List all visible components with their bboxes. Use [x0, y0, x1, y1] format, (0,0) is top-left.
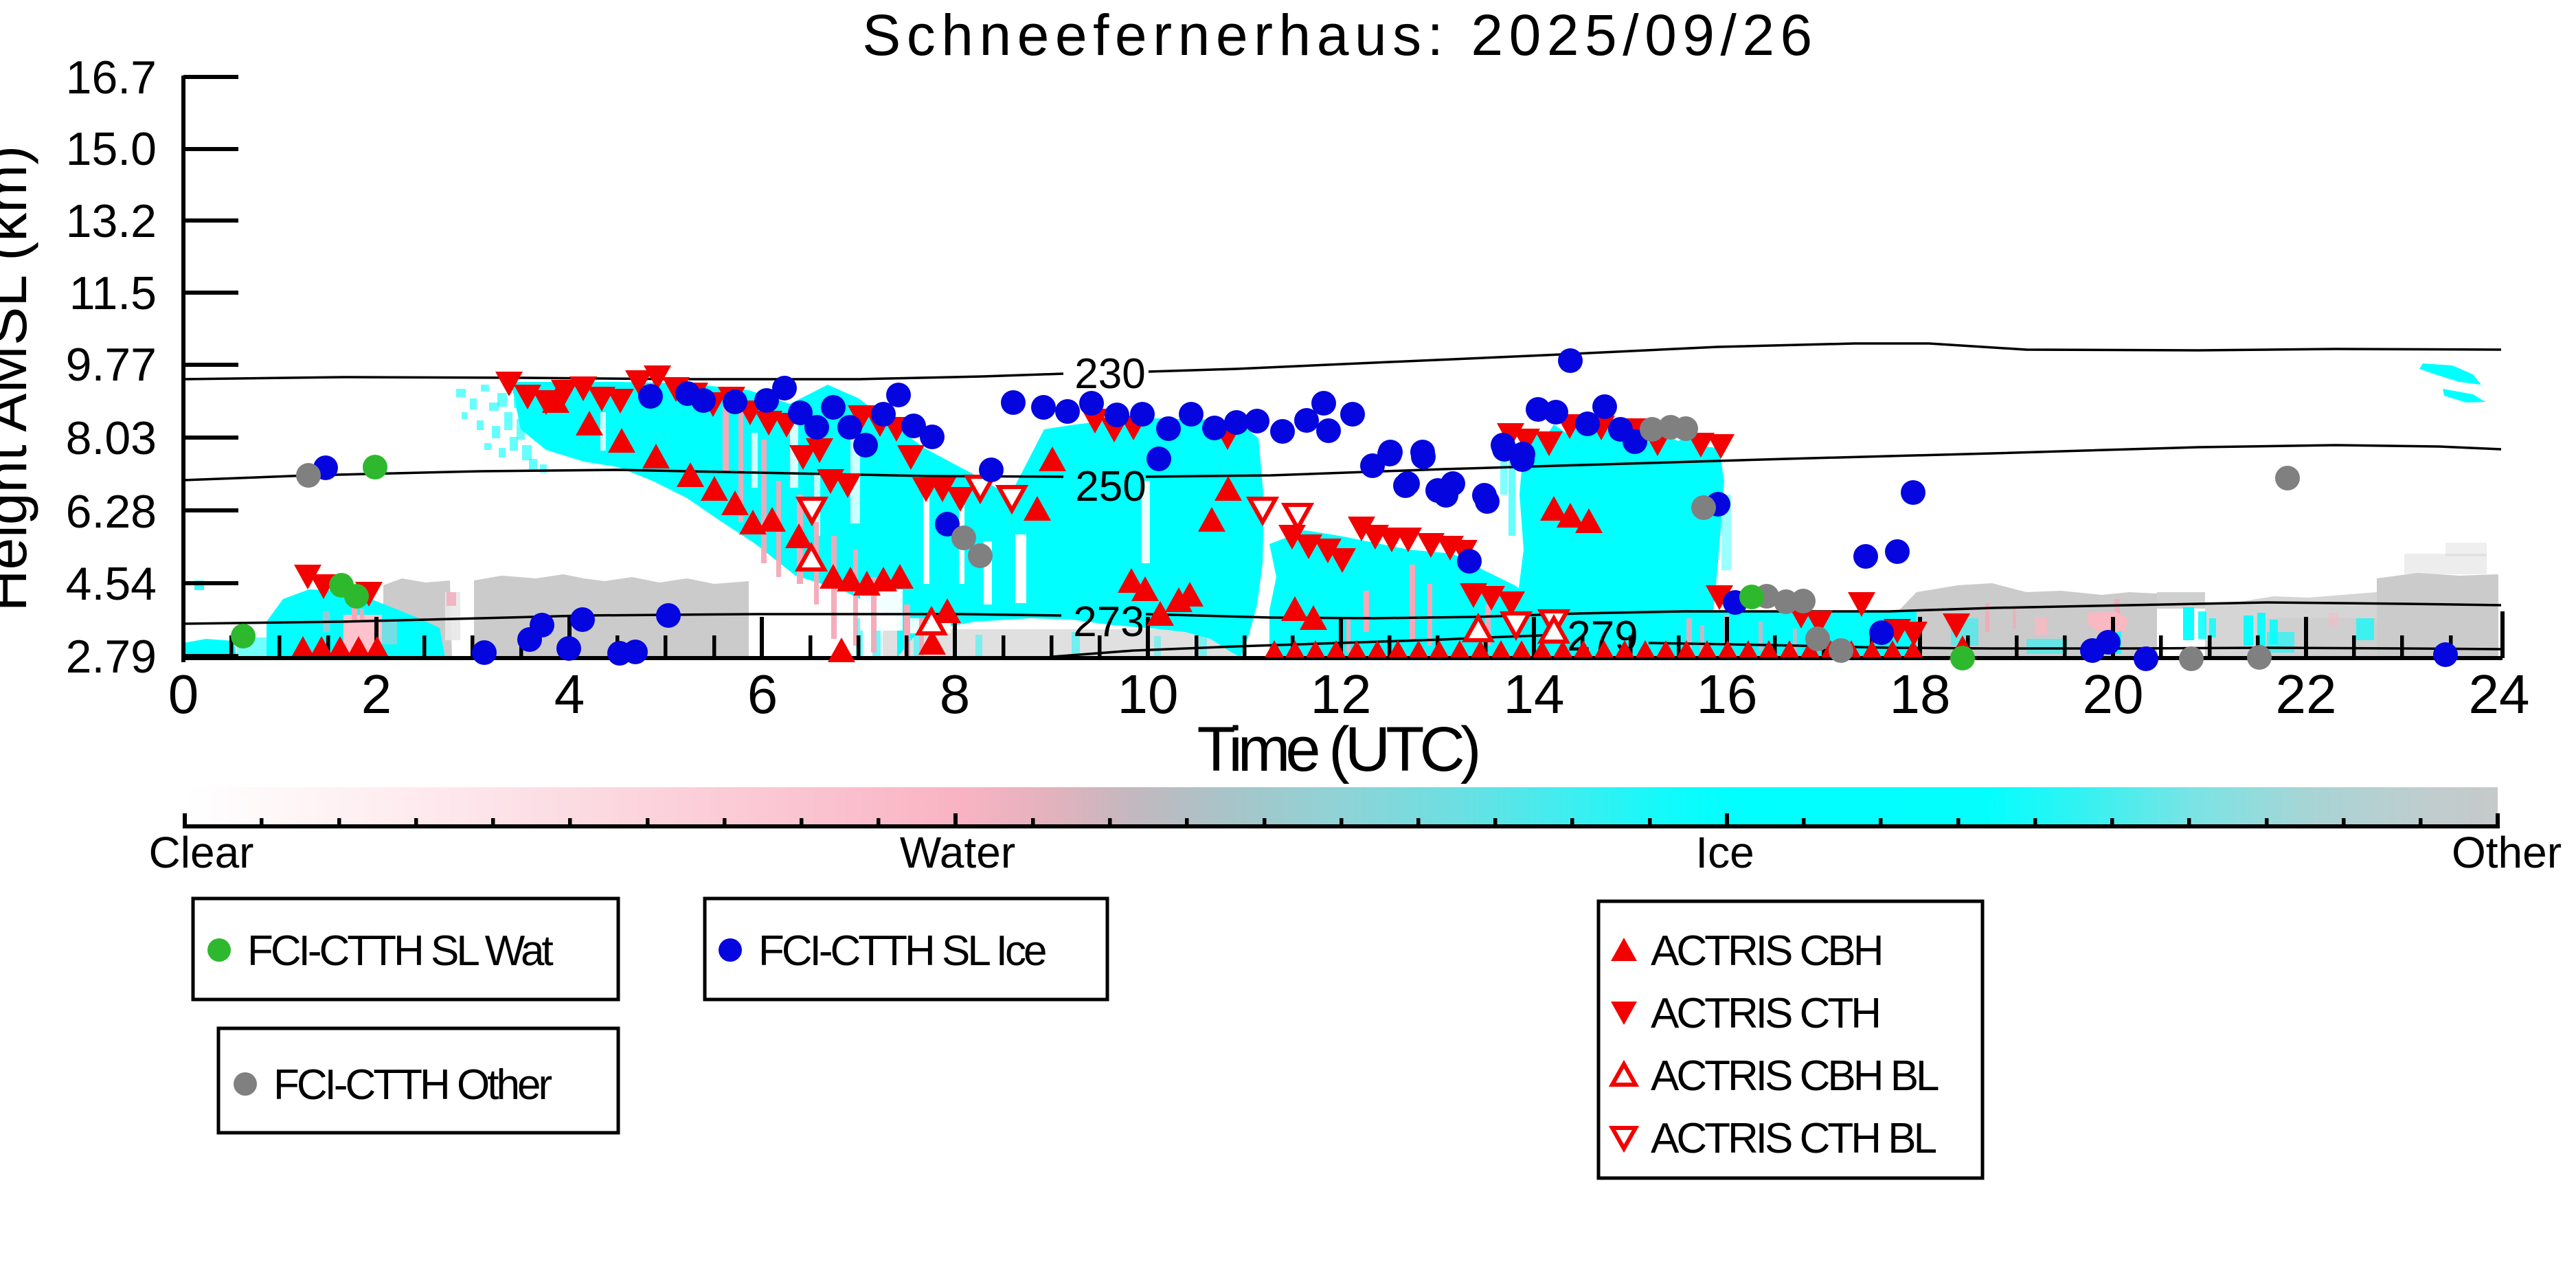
- svg-text:14: 14: [1504, 664, 1565, 725]
- svg-text:FCI-CTTH SL Ice: FCI-CTTH SL Ice: [758, 927, 1046, 975]
- svg-text:10: 10: [1118, 664, 1179, 725]
- svg-text:24: 24: [2469, 664, 2530, 725]
- svg-text:250: 250: [1075, 463, 1146, 510]
- svg-text:FCI-CTTH Other: FCI-CTTH Other: [273, 1061, 552, 1109]
- svg-text:4.54: 4.54: [66, 558, 157, 610]
- svg-text:Ice: Ice: [1695, 828, 1754, 877]
- svg-text:Schneefernerhaus: 2025/09/26: Schneefernerhaus: 2025/09/26: [862, 3, 1818, 67]
- svg-text:ACTRIS CBH BL: ACTRIS CBH BL: [1651, 1052, 1939, 1100]
- svg-text:273: 273: [1073, 598, 1144, 646]
- svg-text:2: 2: [361, 664, 392, 725]
- svg-text:FCI-CTTH SL Wat: FCI-CTTH SL Wat: [247, 927, 553, 975]
- svg-text:8: 8: [940, 664, 971, 725]
- svg-text:20: 20: [2083, 664, 2144, 725]
- svg-text:6: 6: [747, 664, 778, 725]
- svg-text:ACTRIS CTH BL: ACTRIS CTH BL: [1651, 1115, 1936, 1162]
- svg-text:11.5: 11.5: [69, 267, 157, 319]
- svg-text:Clear: Clear: [149, 828, 254, 877]
- svg-text:4: 4: [554, 664, 585, 725]
- svg-text:ACTRIS CTH: ACTRIS CTH: [1651, 990, 1879, 1037]
- svg-text:22: 22: [2276, 664, 2337, 725]
- svg-text:230: 230: [1074, 350, 1145, 398]
- svg-text:Time (UTC): Time (UTC): [1197, 714, 1478, 784]
- svg-text:Water: Water: [900, 828, 1015, 877]
- svg-text:9.77: 9.77: [66, 339, 157, 391]
- svg-text:0: 0: [168, 664, 199, 725]
- svg-text:16.7: 16.7: [66, 52, 157, 104]
- svg-text:Other: Other: [2452, 828, 2562, 877]
- svg-text:2.79: 2.79: [66, 631, 157, 683]
- svg-text:16: 16: [1697, 664, 1758, 725]
- svg-text:Height AMSL (km): Height AMSL (km): [0, 146, 38, 611]
- svg-text:8.03: 8.03: [66, 412, 157, 464]
- svg-text:15.0: 15.0: [66, 123, 157, 175]
- svg-text:12: 12: [1311, 664, 1372, 725]
- svg-text:13.2: 13.2: [66, 195, 157, 247]
- svg-text:18: 18: [1890, 664, 1951, 725]
- svg-text:6.28: 6.28: [66, 486, 157, 538]
- svg-text:ACTRIS CBH: ACTRIS CBH: [1651, 927, 1881, 975]
